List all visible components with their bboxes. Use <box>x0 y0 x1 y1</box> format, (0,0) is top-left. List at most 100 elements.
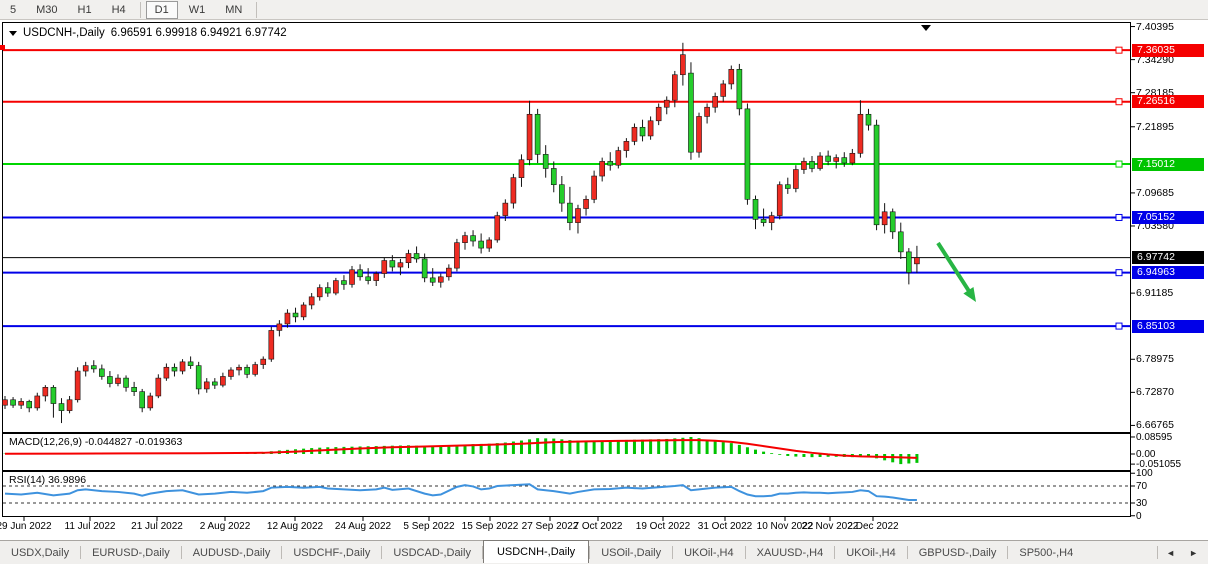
candle-body <box>187 361 194 366</box>
date-axis-label: 29 Jun 2022 <box>0 521 52 532</box>
tab-gbpusd-daily[interactable]: GBPUSD-,Daily <box>918 546 997 559</box>
chart-shift-marker-icon[interactable] <box>921 25 931 31</box>
candle-body <box>454 242 460 269</box>
h-line-handle[interactable] <box>1115 160 1123 168</box>
candle-body <box>599 161 605 177</box>
tab-usdcad-daily[interactable]: USDCAD-,Daily <box>393 546 471 559</box>
tab-usdx-daily[interactable]: USDX,Daily <box>11 546 70 559</box>
tab-scroll-left-icon[interactable]: ◄ <box>1166 547 1176 558</box>
candle-body <box>195 365 202 390</box>
candle-body <box>889 211 896 233</box>
h-line-handle[interactable] <box>1115 213 1123 221</box>
candle-body <box>365 276 371 281</box>
candle-body <box>300 304 307 318</box>
candle-body <box>90 365 97 370</box>
date-axis-label: 11 Jul 2022 <box>64 521 116 532</box>
candle-body <box>429 277 436 283</box>
candle-body <box>486 239 493 249</box>
candle-body <box>179 361 186 372</box>
timeframe-button-m30[interactable]: M30 <box>36 3 58 16</box>
candle-body <box>58 403 65 411</box>
chart-ohlc-values: 6.96591 6.99918 6.94921 6.97742 <box>110 27 287 39</box>
rsi-line <box>4 483 917 502</box>
candle-body <box>244 366 250 375</box>
candle-body <box>389 260 396 268</box>
timeframe-button-h4[interactable]: H4 <box>111 3 126 16</box>
candle-body <box>542 154 549 169</box>
candle-body <box>623 141 630 151</box>
candle-body <box>324 287 331 294</box>
date-axis-label: 7 Oct 2022 <box>573 521 623 532</box>
date-axis-label: 2 Dec 2022 <box>847 521 899 532</box>
candle-body <box>728 69 735 85</box>
candle-body <box>478 240 484 249</box>
price-panel-frame <box>2 22 1131 433</box>
tab-separator <box>381 546 383 559</box>
tab-separator <box>1157 546 1159 559</box>
tab-separator <box>281 546 283 559</box>
candle-body <box>526 113 533 161</box>
tab-scroll-right-icon[interactable]: ► <box>1189 547 1198 558</box>
candle-body <box>252 364 258 375</box>
macd-panel-frame <box>2 433 1131 471</box>
h-line-handle[interactable] <box>1115 322 1123 330</box>
h-line-handle[interactable] <box>1115 98 1123 106</box>
candle-body <box>567 202 573 223</box>
candle-body <box>809 161 815 169</box>
h-line-handle[interactable] <box>1115 269 1123 277</box>
tab-usdcnh-daily[interactable]: USDCNH-,Daily <box>482 539 590 563</box>
candle-body <box>316 287 323 298</box>
trend-arrow-shaft[interactable] <box>936 241 973 296</box>
tab-ukoil-h4[interactable]: UKOil-,H4 <box>684 546 734 559</box>
candle-body <box>833 157 840 162</box>
tab-separator <box>1007 546 1009 559</box>
candle-body <box>760 219 767 223</box>
tab-sp500-h4[interactable]: SP500-,H4 <box>1019 546 1074 559</box>
h-line-handle[interactable] <box>1115 46 1123 54</box>
macd-axis-label: 0.00 <box>1136 449 1156 460</box>
timeframe-button-mn[interactable]: MN <box>225 3 243 16</box>
candle-body <box>494 215 501 241</box>
candle-body <box>655 106 662 122</box>
candle-body <box>841 157 848 164</box>
candle-body <box>163 366 170 379</box>
rsi-panel-frame <box>2 471 1131 517</box>
candle-body <box>446 267 452 278</box>
tab-eurusd-daily[interactable]: EURUSD-,Daily <box>92 546 170 559</box>
candle-body <box>155 377 162 397</box>
candle-body <box>276 323 283 331</box>
collapse-indicator-icon[interactable] <box>9 30 17 36</box>
date-axis-label: 27 Sep 2022 <box>521 521 579 532</box>
candle-body <box>873 124 880 226</box>
date-axis-label: 22 Nov 2022 <box>801 521 859 532</box>
timeframe-button-h1[interactable]: H1 <box>77 3 92 16</box>
price-axis-tick-label: 7.21895 <box>1136 120 1174 133</box>
timeframe-button-5[interactable]: 5 <box>10 3 17 16</box>
candle-body <box>615 150 622 166</box>
candle-body <box>34 395 41 409</box>
tab-audusd-daily[interactable]: AUDUSD-,Daily <box>192 546 271 559</box>
candle-body <box>784 184 791 189</box>
candle-body <box>559 184 565 204</box>
candle-body <box>115 377 121 384</box>
timeframe-button-w1[interactable]: W1 <box>188 3 206 16</box>
candle-body <box>575 208 581 223</box>
tab-usdchf-daily[interactable]: USDCHF-,Daily <box>293 546 371 559</box>
toolbar-separator <box>256 1 258 18</box>
tab-ukoil-h4[interactable]: UKOil-,H4 <box>846 546 896 559</box>
candle-body <box>99 368 105 377</box>
candle-body <box>793 169 799 189</box>
trend-arrow-head[interactable] <box>963 286 976 302</box>
candle-body <box>203 381 210 390</box>
tab-usoil-daily[interactable]: USOil-,Daily <box>601 546 662 559</box>
timeframe-button-d1[interactable]: D1 <box>145 0 178 19</box>
tab-xauusd-h4[interactable]: XAUUSD-,H4 <box>756 546 824 559</box>
candle-body <box>672 74 678 101</box>
candle-body <box>510 177 517 204</box>
candle-body <box>688 72 694 153</box>
candle-body <box>381 260 388 274</box>
timeframe-toolbar: 5 M30 H1 H4 D1 W1 MN <box>0 0 1208 20</box>
price-axis-tick-label: 6.72870 <box>1136 386 1174 399</box>
